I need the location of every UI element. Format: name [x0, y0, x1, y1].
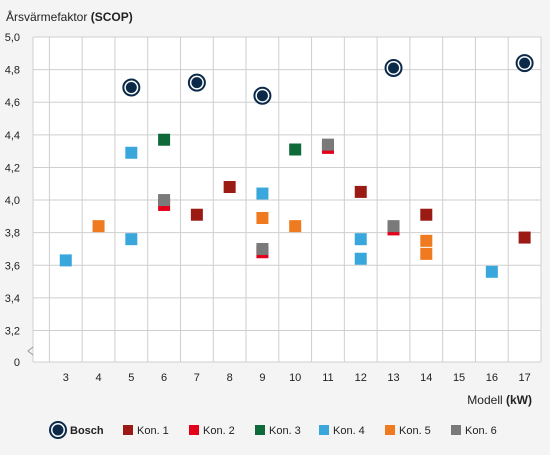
legend-swatch-square [451, 425, 461, 435]
x-axis-title-main: Modell [467, 393, 502, 407]
data-point-kon-6 [158, 194, 171, 207]
x-tick-label: 14 [420, 372, 432, 384]
data-point-kon-4 [485, 265, 498, 278]
legend-label: Kon. 1 [137, 425, 169, 437]
data-point-kon-5 [256, 211, 269, 224]
y-tick-label: 4,0 [5, 195, 20, 207]
legend: Bosch Kon. 1 Kon. 2 Kon. 3 Kon. 4 Kon. 5 Kon. … [49, 421, 497, 439]
data-point-kon-6 [321, 138, 334, 151]
bosch-ring-inner [519, 57, 531, 69]
bosch-ring-inner [388, 62, 400, 74]
x-tick-label: 9 [259, 372, 265, 384]
legend-swatch-square [189, 425, 199, 435]
legend-swatch-ring-inner [52, 424, 64, 436]
data-point-kon-1 [223, 181, 236, 194]
x-tick-label: 15 [453, 372, 465, 384]
legend-item: Kon. 1 [123, 425, 169, 437]
legend-label: Bosch [70, 425, 104, 437]
y-axis-title: Årsvärmefaktor (SCOP) [6, 9, 133, 24]
legend-label: Kon. 5 [399, 425, 431, 437]
bosch-ring-inner [256, 90, 268, 102]
x-tick-label: 13 [387, 372, 399, 384]
x-axis-title: Modell (kW) [467, 393, 532, 407]
bosch-ring-inner [125, 82, 137, 94]
data-point-kon-5 [289, 220, 302, 233]
data-point-bosch [515, 54, 534, 73]
legend-swatch-square [319, 425, 329, 435]
x-tick-label: 7 [194, 372, 200, 384]
grid [32, 36, 542, 363]
data-point-kon-1 [518, 231, 531, 244]
data-point-bosch [187, 73, 206, 92]
x-tick-label: 5 [128, 372, 134, 384]
y-tick-label: 4,6 [5, 97, 20, 109]
legend-swatch-square [385, 425, 395, 435]
y-tick-label: 3,6 [5, 260, 20, 272]
legend-item: Kon. 4 [319, 425, 365, 437]
x-tick-label: 4 [95, 372, 101, 384]
bosch-ring-inner [191, 77, 203, 89]
legend-item: Kon. 3 [255, 425, 301, 437]
data-point-kon-5 [92, 220, 105, 233]
data-point-kon-6 [387, 220, 400, 233]
y-tick-label: 3,4 [5, 293, 20, 305]
y-tick-label: 3,2 [5, 326, 20, 338]
legend-item: Kon. 6 [451, 425, 497, 437]
legend-item: Kon. 2 [189, 425, 235, 437]
data-point-kon-4 [354, 233, 367, 246]
y-tick-label: 4,8 [5, 65, 20, 77]
data-point-bosch [122, 78, 141, 97]
legend-label: Kon. 2 [203, 425, 235, 437]
data-point-kon-1 [420, 208, 433, 221]
x-axis: 3 4 5 6 7 8 9 10 11 12 13 14 15 16 17 [63, 372, 531, 384]
y-tick-label: 4,4 [5, 130, 20, 142]
x-tick-label: 3 [63, 372, 69, 384]
data-point-bosch [384, 58, 403, 77]
x-tick-label: 16 [486, 372, 498, 384]
data-point-kon-1 [190, 208, 203, 221]
x-tick-label: 6 [161, 372, 167, 384]
x-tick-label: 8 [227, 372, 233, 384]
data-point-kon-4 [125, 146, 138, 159]
legend-item: Bosch [49, 421, 104, 439]
x-tick-label: 11 [322, 372, 333, 384]
data-point-kon-5 [420, 247, 433, 260]
plot-area [59, 54, 534, 278]
x-tick-label: 12 [355, 372, 367, 384]
data-point-kon-3 [289, 143, 302, 156]
y-axis-break [27, 346, 34, 356]
legend-swatch-square [123, 425, 133, 435]
y-tick-label: 5,0 [5, 32, 20, 44]
legend-label: Kon. 6 [465, 425, 497, 437]
legend-label: Kon. 3 [269, 425, 301, 437]
data-point-kon-4 [125, 233, 138, 246]
data-point-kon-6 [256, 242, 269, 255]
data-point-kon-4 [256, 187, 269, 200]
data-point-kon-4 [59, 254, 72, 267]
y-tick-label: 0 [14, 357, 20, 369]
x-axis-title-unit: (kW) [506, 393, 532, 407]
y-tick-label: 4,2 [5, 162, 20, 174]
data-point-kon-3 [158, 133, 171, 146]
legend-item: Kon. 5 [385, 425, 431, 437]
y-axis: 0 3,2 3,4 3,6 3,8 4,0 4,2 4,4 4,6 4,8 5,0 [5, 32, 34, 369]
legend-label: Kon. 4 [333, 425, 365, 437]
data-point-kon-1 [354, 185, 367, 198]
x-tick-label: 10 [289, 372, 301, 384]
y-tick-label: 3,8 [5, 228, 20, 240]
data-point-kon-4 [354, 252, 367, 265]
data-point-kon-5 [420, 234, 433, 247]
x-tick-label: 17 [518, 372, 530, 384]
plot-background [33, 37, 541, 362]
data-point-bosch [253, 86, 272, 105]
y-axis-title-unit: (SCOP) [91, 10, 133, 24]
legend-swatch-square [255, 425, 265, 435]
y-axis-title-main: Årsvärmefaktor [6, 9, 87, 24]
